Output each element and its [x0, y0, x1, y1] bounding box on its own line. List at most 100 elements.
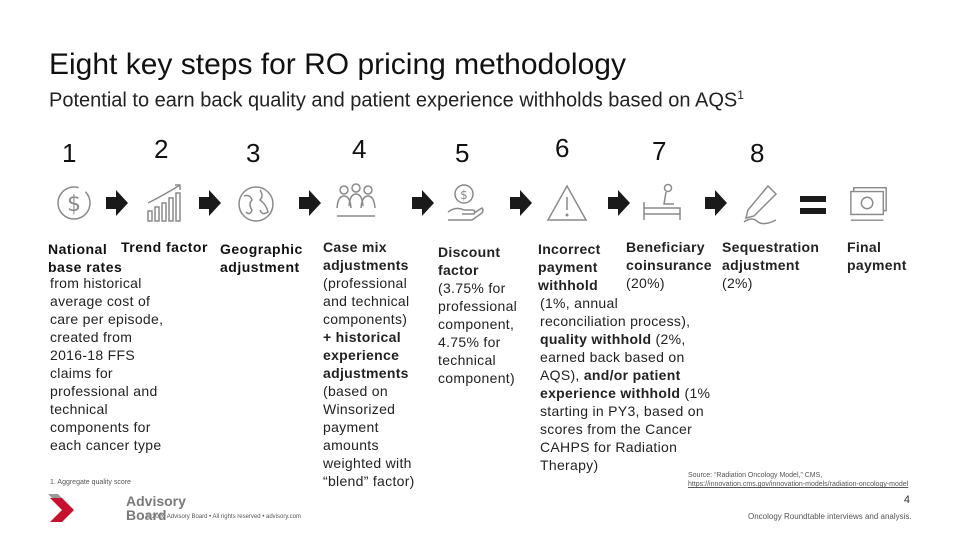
coinsurance-rate: (20%)	[626, 275, 665, 291]
discount-factor-heading-2: factor	[438, 262, 479, 278]
final-payment-heading-2: payment	[847, 257, 907, 273]
sequestration-heading-2: adjustment	[722, 257, 800, 273]
globe-icon	[234, 182, 278, 226]
text-line: from historical	[50, 275, 142, 291]
text-line: and technical	[323, 293, 410, 309]
incorrect-payment-heading-1: Incorrect	[538, 241, 601, 257]
logo-mark-icon	[48, 494, 74, 522]
patient-bed-icon	[640, 180, 684, 224]
quality-withhold-bold: quality withhold	[540, 331, 652, 347]
text-line-bold: experience	[323, 347, 400, 363]
sequestration-heading-1: Sequestration	[722, 239, 820, 255]
text-line: AQS), and/or patient	[540, 366, 710, 384]
text-line: CAHPS for Radiation	[540, 439, 678, 455]
geographic-adjustment-heading-2: adjustment	[220, 259, 300, 275]
text-line: (1%, annual	[540, 295, 619, 311]
text-line: Therapy)	[540, 457, 599, 473]
subtitle-text: Potential to earn back quality and patie…	[49, 89, 738, 112]
people-group-icon	[334, 178, 378, 222]
text-line: experience withhold (1%	[540, 384, 710, 402]
arrow-right-icon	[608, 190, 630, 216]
beneficiary-heading-1: Beneficiary	[626, 239, 705, 255]
withhold-description: (1%, annual reconciliation process), qua…	[540, 294, 710, 474]
text-line: 4.75% for	[438, 334, 501, 350]
step-number-5: 5	[455, 138, 470, 168]
text-line: component,	[438, 316, 515, 332]
step-number-3: 3	[246, 138, 261, 168]
logo-text-2: Board	[126, 507, 167, 523]
incorrect-payment-withhold-heading: Incorrect payment withhold	[538, 240, 601, 294]
dollar-cycle-icon: $	[52, 181, 96, 225]
sequestration-rate: (2%)	[722, 275, 753, 291]
national-base-rates-heading-1: National	[48, 241, 108, 257]
text-line: professional and	[50, 383, 158, 399]
text-span: AQS),	[540, 367, 584, 383]
subtitle-footnote-marker: 1	[737, 88, 744, 102]
text-line-bold: + historical	[323, 329, 401, 345]
trend-factor-heading: Trend factor	[121, 239, 208, 255]
text-line: professional	[438, 298, 518, 314]
step-number-7: 7	[652, 136, 667, 166]
arrow-right-icon	[299, 190, 321, 216]
slide-subtitle: Potential to earn back quality and patie…	[49, 88, 744, 113]
text-line: starting in PY3, based on	[540, 403, 704, 419]
bar-chart-trend-icon	[142, 181, 186, 225]
text-line: claims for	[50, 365, 113, 381]
experience-withhold-bold: experience withhold	[540, 385, 681, 401]
svg-text:$: $	[460, 188, 468, 202]
text-line: scores from the Cancer	[540, 421, 693, 437]
patient-withhold-bold: and/or patient	[583, 367, 681, 383]
copyright: © 2020 Advisory Board • All rights reser…	[146, 514, 301, 520]
case-mix-description: Case mix adjustments (professional and t…	[323, 238, 415, 490]
arrow-right-icon	[412, 190, 434, 216]
case-mix-heading-1: Case mix	[323, 239, 387, 255]
pen-signature-icon	[738, 182, 782, 226]
discount-factor-heading-1: Discount	[438, 244, 501, 260]
equals-sign-icon	[800, 196, 826, 214]
beneficiary-heading-2: coinsurance	[626, 257, 712, 273]
warning-triangle-icon	[545, 182, 589, 226]
step-number-4: 4	[352, 134, 367, 164]
text-line: payment	[323, 419, 379, 435]
step-number-6: 6	[555, 133, 570, 163]
text-span: (2%,	[651, 331, 686, 347]
page-number: 4	[903, 494, 910, 506]
slide-title: Eight key steps for RO pricing methodolo…	[49, 48, 626, 81]
discount-factor-description: Discount factor (3.75% for professional …	[438, 243, 517, 387]
text-line: care per episode,	[50, 311, 164, 327]
arrow-right-icon	[705, 190, 727, 216]
text-span: (1%	[680, 385, 711, 401]
logo-text-1: Advisory	[126, 493, 186, 509]
svg-text:$: $	[67, 192, 81, 217]
step-number-2: 2	[154, 134, 169, 164]
sequestration-block: Sequestration adjustment (2%)	[722, 238, 819, 292]
money-bill-icon	[848, 182, 890, 224]
footnote: 1. Aggregate quality score	[50, 479, 131, 486]
text-line: (professional	[323, 275, 408, 291]
advisory-board-logo: Advisory Board	[48, 492, 186, 522]
arrow-right-icon	[510, 190, 532, 216]
text-line: components for	[50, 419, 151, 435]
beneficiary-coinsurance-block: Beneficiary coinsurance (20%)	[626, 238, 712, 292]
incorrect-payment-heading-2: payment	[538, 259, 598, 275]
arrow-right-icon	[106, 190, 128, 216]
text-line: (based on	[323, 383, 388, 399]
text-line: reconciliation process),	[540, 313, 691, 329]
text-line: components)	[323, 311, 408, 327]
text-line: “blend” factor)	[323, 473, 415, 489]
text-line: created from	[50, 329, 133, 345]
text-line: quality withhold (2%,	[540, 330, 710, 348]
final-payment-block: Final payment	[847, 238, 907, 274]
incorrect-payment-heading-3: withhold	[538, 277, 598, 293]
step-number-8: 8	[750, 138, 765, 168]
text-line: Winsorized	[323, 401, 396, 417]
source-link[interactable]: https://innovation.cms.gov/innovation-mo…	[688, 481, 909, 488]
text-line: component)	[438, 370, 515, 386]
step-number-1: 1	[62, 138, 77, 168]
arrow-right-icon	[199, 190, 221, 216]
hand-coin-icon: $	[442, 180, 486, 224]
text-line: weighted with	[323, 455, 412, 471]
text-line: amounts	[323, 437, 379, 453]
national-base-rates-description: from historical average cost of care per…	[50, 274, 163, 454]
text-line: (3.75% for	[438, 280, 506, 296]
